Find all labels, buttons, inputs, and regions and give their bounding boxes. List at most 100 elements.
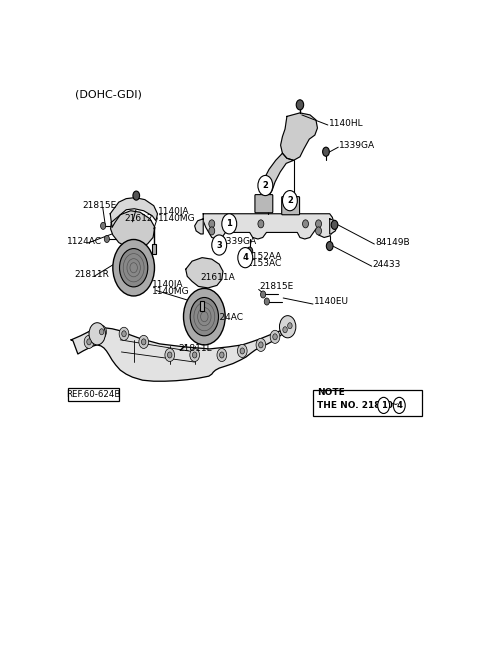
Text: 3: 3 — [216, 240, 222, 250]
Polygon shape — [186, 257, 223, 288]
Text: (DOHC-GDI): (DOHC-GDI) — [75, 90, 142, 100]
Text: REF.60-624B: REF.60-624B — [66, 390, 120, 399]
Circle shape — [209, 220, 215, 228]
Circle shape — [183, 288, 225, 345]
Circle shape — [104, 235, 109, 242]
Circle shape — [97, 326, 107, 339]
Circle shape — [122, 331, 126, 337]
Text: 1140JA: 1140JA — [157, 207, 189, 216]
Circle shape — [285, 319, 295, 332]
Circle shape — [258, 176, 273, 196]
Text: 2: 2 — [263, 181, 268, 190]
FancyBboxPatch shape — [68, 388, 119, 401]
Circle shape — [302, 220, 309, 228]
Circle shape — [256, 339, 266, 352]
Polygon shape — [110, 198, 157, 227]
Polygon shape — [71, 323, 294, 381]
Circle shape — [279, 316, 296, 338]
Polygon shape — [110, 211, 155, 248]
Circle shape — [331, 220, 338, 229]
Circle shape — [190, 297, 218, 336]
Circle shape — [120, 248, 148, 287]
FancyBboxPatch shape — [255, 195, 273, 213]
Circle shape — [84, 335, 94, 348]
Text: 21811R: 21811R — [74, 270, 109, 279]
Circle shape — [142, 339, 146, 345]
Text: 1140EU: 1140EU — [314, 297, 348, 306]
Circle shape — [258, 220, 264, 228]
Bar — [200, 301, 204, 310]
Text: 1124AC: 1124AC — [67, 236, 102, 246]
Circle shape — [261, 291, 266, 298]
Circle shape — [192, 352, 197, 358]
Circle shape — [288, 323, 292, 329]
Text: ~: ~ — [390, 400, 399, 411]
Text: 84149B: 84149B — [375, 238, 410, 247]
Text: 1: 1 — [227, 219, 232, 229]
Circle shape — [139, 335, 148, 348]
Circle shape — [209, 227, 215, 235]
Text: THE NO. 21830 :: THE NO. 21830 : — [317, 401, 399, 410]
Circle shape — [240, 348, 244, 354]
Circle shape — [393, 398, 405, 413]
Text: 1339GA: 1339GA — [221, 236, 257, 246]
Text: NOTE: NOTE — [317, 388, 345, 397]
Polygon shape — [203, 214, 335, 239]
Text: 1140MG: 1140MG — [157, 214, 195, 223]
Text: 1124AC: 1124AC — [209, 313, 244, 322]
Text: 24433: 24433 — [372, 259, 401, 269]
Bar — [152, 244, 156, 254]
Circle shape — [165, 348, 175, 362]
Circle shape — [283, 327, 288, 333]
Circle shape — [238, 248, 252, 268]
Circle shape — [378, 398, 390, 413]
Circle shape — [315, 220, 322, 228]
Polygon shape — [262, 153, 294, 196]
Circle shape — [113, 240, 155, 296]
Circle shape — [270, 330, 280, 343]
Circle shape — [119, 328, 129, 341]
Text: 21815E: 21815E — [83, 201, 117, 210]
Circle shape — [87, 339, 91, 345]
Circle shape — [323, 147, 329, 157]
Circle shape — [89, 323, 106, 345]
Text: 1140JA: 1140JA — [152, 280, 184, 289]
Circle shape — [217, 348, 227, 362]
Text: 21811L: 21811L — [178, 344, 212, 353]
Polygon shape — [281, 113, 317, 160]
Circle shape — [247, 247, 252, 255]
Circle shape — [296, 100, 304, 110]
Text: 21611A: 21611A — [201, 273, 235, 282]
Text: 4: 4 — [396, 401, 402, 410]
Circle shape — [280, 323, 290, 336]
Circle shape — [219, 352, 224, 358]
Text: 1339GA: 1339GA — [339, 141, 375, 150]
Circle shape — [133, 191, 140, 200]
Circle shape — [99, 329, 104, 335]
Circle shape — [326, 242, 333, 251]
Circle shape — [259, 342, 263, 348]
Text: 1140MG: 1140MG — [152, 287, 190, 296]
FancyBboxPatch shape — [282, 196, 300, 215]
Circle shape — [222, 214, 237, 234]
Text: 1153AC: 1153AC — [247, 259, 282, 268]
FancyBboxPatch shape — [312, 390, 422, 416]
Circle shape — [190, 348, 200, 362]
Text: 1152AA: 1152AA — [247, 252, 282, 261]
Text: 1: 1 — [381, 401, 386, 410]
Text: 4: 4 — [242, 253, 248, 262]
Circle shape — [100, 222, 106, 229]
Circle shape — [264, 298, 269, 305]
Text: 21815E: 21815E — [259, 282, 293, 291]
Circle shape — [212, 235, 227, 255]
Circle shape — [168, 352, 172, 358]
Polygon shape — [195, 219, 203, 234]
Circle shape — [282, 191, 297, 211]
Text: 21612: 21612 — [124, 214, 153, 223]
Circle shape — [315, 227, 322, 235]
Text: 2: 2 — [287, 196, 293, 205]
Polygon shape — [330, 219, 337, 234]
Text: 1140HL: 1140HL — [329, 119, 363, 128]
Circle shape — [238, 345, 247, 358]
Circle shape — [273, 334, 277, 340]
